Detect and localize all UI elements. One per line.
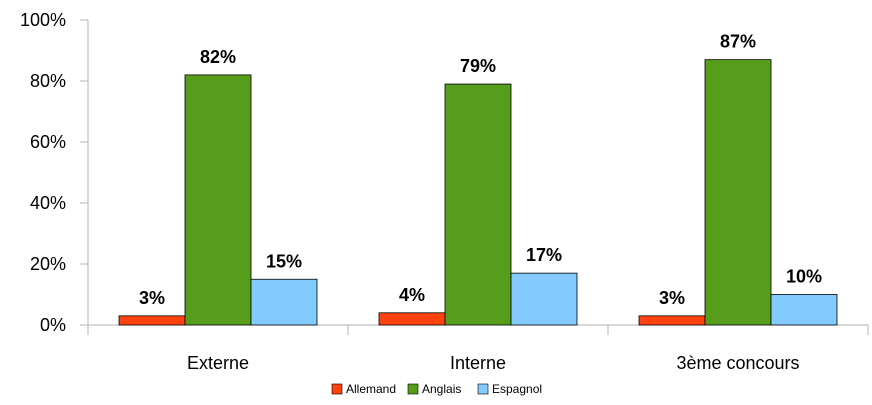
data-labels: 3% 82% 15% 4% 79% 17% 3% 87% 10% (139, 32, 822, 308)
data-label: 79% (460, 56, 496, 76)
y-tick-label: 20% (30, 254, 66, 274)
legend-swatch-anglais (407, 383, 419, 395)
bar-anglais (444, 83, 512, 326)
y-tick-label: 0% (40, 315, 66, 335)
y-tick-label: 40% (30, 193, 66, 213)
bar-espagnol (510, 272, 578, 326)
data-label: 3% (659, 288, 685, 308)
category-labels: Externe Interne 3ème concours (187, 353, 800, 373)
legend-swatch-allemand (331, 383, 343, 395)
data-label: 87% (720, 32, 756, 52)
bar-anglais (704, 59, 772, 326)
y-tick-label: 80% (30, 71, 66, 91)
bar-espagnol (770, 294, 838, 326)
bar-allemand (638, 315, 706, 326)
legend-label: Espagnol (492, 382, 542, 396)
data-label: 10% (786, 267, 822, 287)
data-label: 17% (526, 245, 562, 265)
category-label: Interne (450, 353, 506, 373)
data-label: 82% (200, 47, 236, 67)
bar-anglais (184, 74, 252, 326)
bars (118, 59, 838, 326)
y-axis-ticks: 0% 20% 40% 60% 80% 100% (20, 10, 88, 335)
category-label: 3ème concours (676, 353, 799, 373)
bar-allemand (378, 312, 446, 326)
bar-allemand (118, 315, 186, 326)
legend-swatch-espagnol (477, 383, 489, 395)
y-tick-label: 60% (30, 132, 66, 152)
legend: Allemand Anglais Espagnol (331, 382, 542, 396)
data-label: 15% (266, 251, 302, 271)
y-tick-label: 100% (20, 10, 66, 30)
data-label: 3% (139, 288, 165, 308)
bar-espagnol (250, 278, 318, 326)
legend-label: Allemand (346, 382, 396, 396)
data-label: 4% (399, 285, 425, 305)
legend-label: Anglais (422, 382, 461, 396)
category-label: Externe (187, 353, 249, 373)
